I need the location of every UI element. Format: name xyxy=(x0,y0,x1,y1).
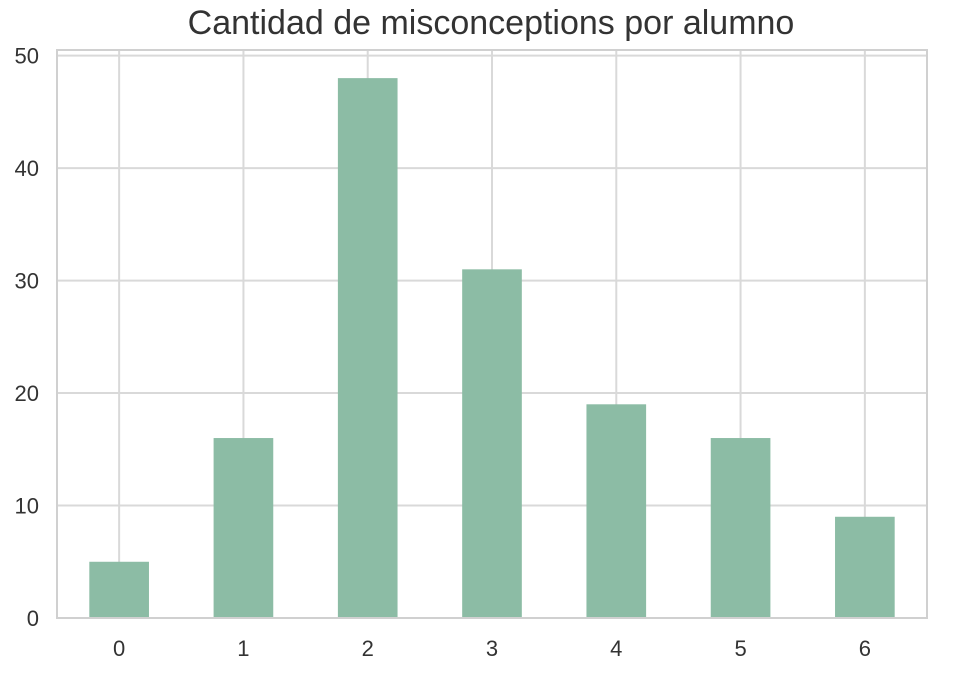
plot-area-frame xyxy=(56,49,928,619)
chart-title: Cantidad de misconceptions por alumno xyxy=(188,4,795,42)
y-tick-label: 10 xyxy=(15,494,39,519)
y-tick-label: 50 xyxy=(15,44,39,69)
bar xyxy=(89,561,149,618)
y-tick-label: 20 xyxy=(15,381,39,406)
y-tick-label: 0 xyxy=(27,606,39,631)
bar xyxy=(462,269,522,618)
x-axis-tick-labels: 0 1 2 3 4 5 6 xyxy=(113,636,871,661)
y-tick-label: 40 xyxy=(15,156,39,181)
y-axis-tick-labels: 0 10 20 30 40 50 xyxy=(15,44,39,631)
x-tick-label: 1 xyxy=(237,636,249,661)
x-tick-label: 3 xyxy=(486,636,498,661)
bar xyxy=(213,438,274,618)
x-tick-label: 0 xyxy=(113,636,125,661)
x-tick-label: 4 xyxy=(610,636,622,661)
bar xyxy=(337,78,398,618)
x-tick-label: 6 xyxy=(859,636,871,661)
y-tick-label: 30 xyxy=(15,269,39,294)
bars xyxy=(89,78,895,618)
x-tick-label: 5 xyxy=(734,636,746,661)
x-tick-label: 2 xyxy=(362,636,374,661)
bar xyxy=(586,404,647,618)
bar xyxy=(835,516,895,618)
bar xyxy=(710,438,771,618)
